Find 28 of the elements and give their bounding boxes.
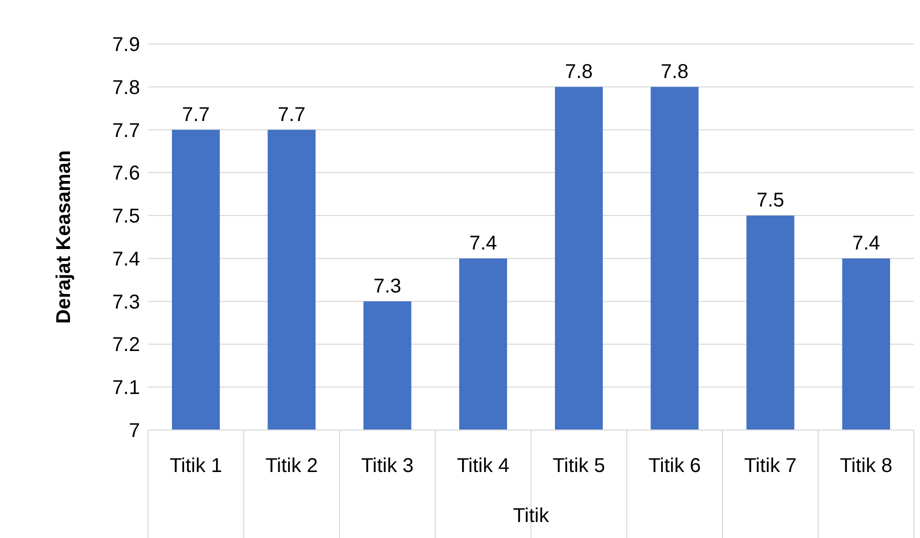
y-tick-label: 7.3 [112, 291, 140, 314]
x-tick-label: Titik 8 [840, 455, 892, 477]
data-label: 7.8 [564, 60, 593, 83]
x-tick-label: Titik 5 [552, 455, 606, 477]
y-tick-label: 7.7 [112, 120, 140, 142]
y-tick-label: 7.4 [112, 248, 140, 270]
data-label: 7.8 [660, 60, 689, 83]
x-tick-label: Titik 7 [744, 455, 797, 477]
y-tick-label: 7.5 [112, 206, 140, 228]
x-tick-label: Titik 6 [648, 455, 701, 477]
data-label: 7.4 [852, 232, 880, 254]
x-tick-label: Titik 3 [361, 455, 414, 477]
y-tick-label: 7 [128, 420, 140, 442]
y-tick-label: 7.6 [112, 162, 140, 185]
data-label: 7.7 [278, 104, 306, 126]
y-tick-label: 7.8 [112, 76, 140, 99]
x-tick-label: Titik 4 [456, 455, 510, 477]
y-axis-title: Derajat Keasaman [53, 150, 75, 324]
y-tick-label: 7.2 [112, 334, 140, 356]
data-label: 7.7 [182, 104, 210, 126]
y-tick-label: 7.1 [112, 377, 140, 400]
data-label: 7.5 [756, 190, 784, 212]
x-tick-label: Titik 2 [265, 455, 318, 477]
x-axis-title: Titik [513, 505, 550, 527]
y-tick-label: 7.9 [112, 34, 140, 56]
x-tick-label: Titik 1 [170, 455, 222, 477]
data-label: 7.3 [373, 275, 402, 298]
data-label: 7.4 [469, 232, 498, 254]
